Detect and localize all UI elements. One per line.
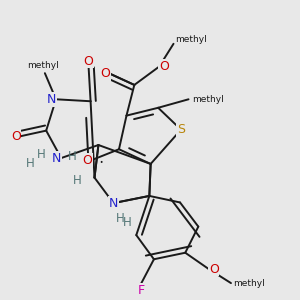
Text: methyl: methyl xyxy=(192,95,224,104)
Text: S: S xyxy=(177,123,185,136)
Text: O: O xyxy=(11,130,21,143)
Text: H: H xyxy=(123,216,131,229)
Text: N: N xyxy=(46,93,56,106)
Text: N: N xyxy=(109,196,118,210)
Text: O: O xyxy=(100,67,110,80)
Text: H: H xyxy=(37,148,46,161)
Text: O: O xyxy=(82,154,92,166)
Text: H: H xyxy=(73,174,82,187)
Text: methyl: methyl xyxy=(233,279,265,288)
Text: O: O xyxy=(159,60,169,73)
Text: H: H xyxy=(116,212,125,225)
Text: O: O xyxy=(84,55,94,68)
Text: N: N xyxy=(52,152,61,165)
Text: methyl: methyl xyxy=(176,35,207,44)
Text: H: H xyxy=(26,157,35,170)
Text: O: O xyxy=(209,262,219,276)
Text: F: F xyxy=(137,284,144,297)
Text: methyl: methyl xyxy=(27,61,59,70)
Text: H: H xyxy=(68,150,76,163)
